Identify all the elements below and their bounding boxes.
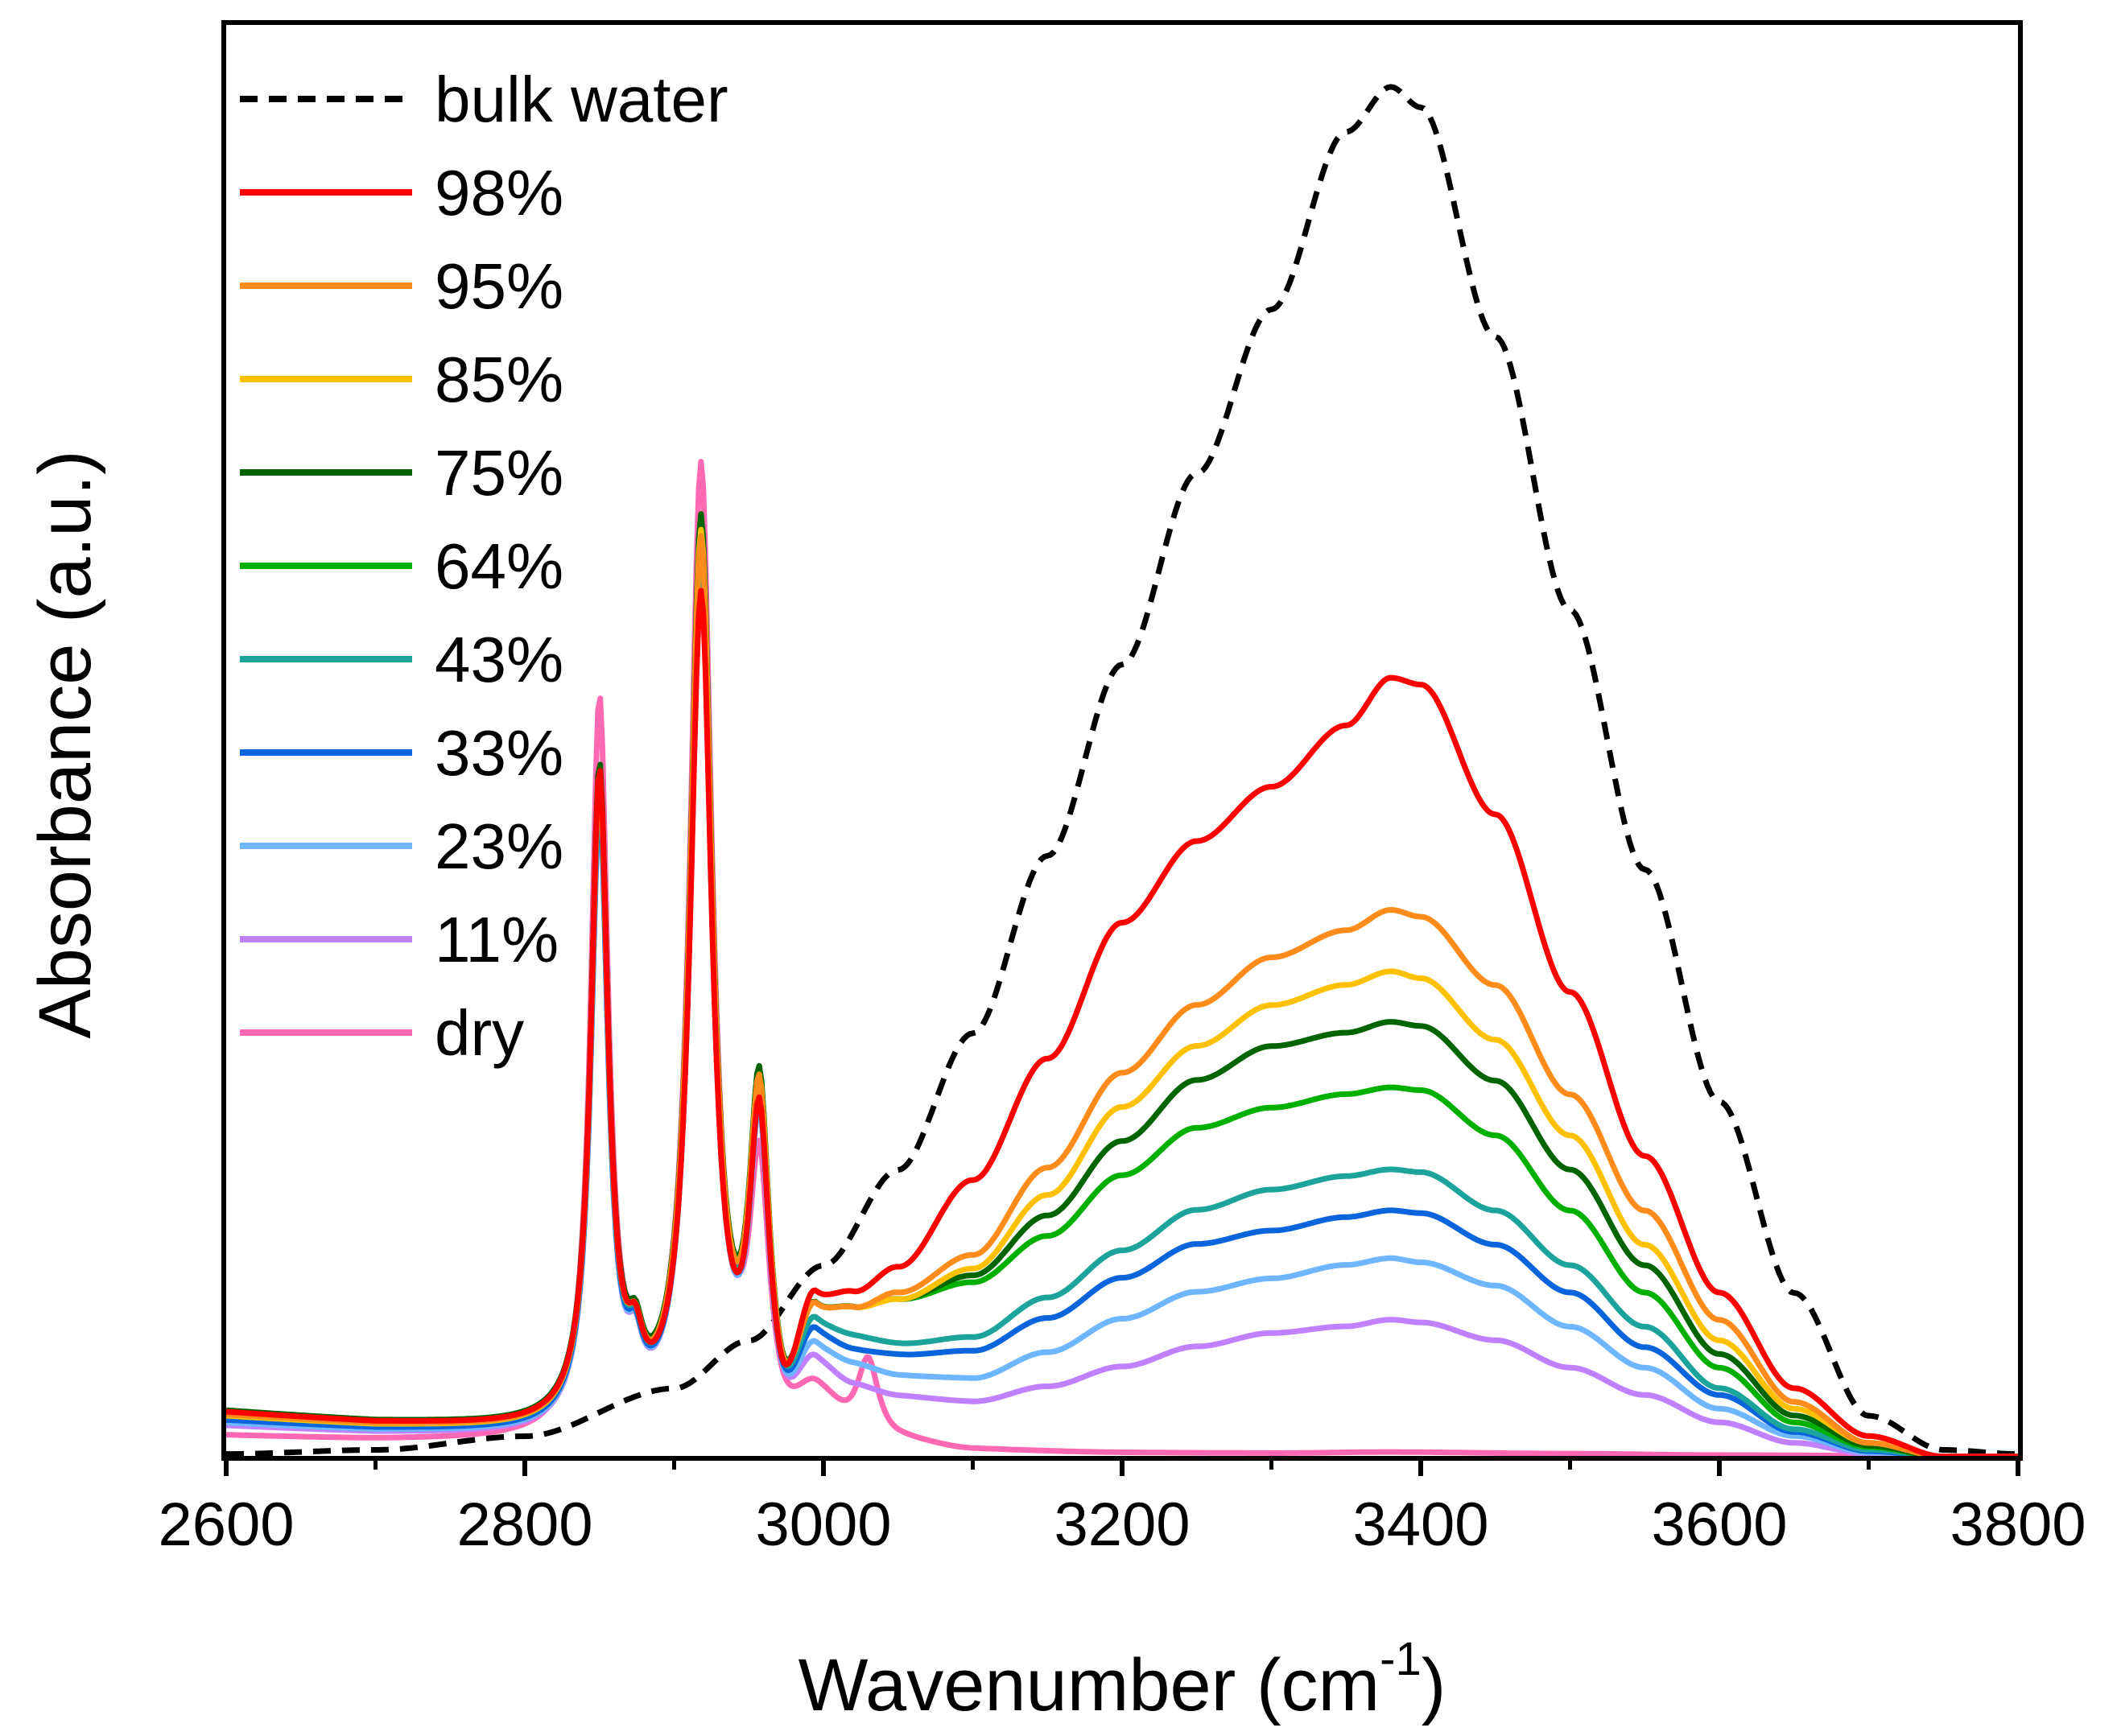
x-axis-ticks: 2600 2800 3000 3200 3400 3600 3800 [158,1458,2086,1559]
legend-item: 43% [240,624,563,695]
x-tick-label: 3600 [1651,1491,1787,1559]
x-axis-label-end: ) [1422,1644,1446,1726]
legend-label: 64% [435,530,563,602]
legend-label: 43% [435,624,563,695]
bulk-water-curve [226,84,2018,1458]
x-tick-label: 3800 [1950,1491,2086,1559]
x-tick-label: 2600 [158,1491,294,1559]
legend-item: bulk water [240,64,728,135]
x-tick-label: 3200 [1054,1491,1190,1559]
plot-area [225,84,2019,1460]
legend-label: 85% [435,344,563,415]
legend-item: 64% [240,530,563,602]
legend-label: dry [435,997,524,1069]
x-axis-label-superscript: -1 [1380,1633,1422,1685]
legend-label: bulk water [435,64,728,135]
legend-label: 98% [435,157,563,229]
x-tick-label: 3000 [755,1491,891,1559]
x-tick-label: 2800 [456,1491,592,1559]
legend-item: 23% [240,810,563,882]
x-axis-label: Wavenumber (cm-1) [799,1633,1446,1726]
legend-label: 23% [435,810,563,882]
legend-item: 98% [240,157,563,229]
x-axis-label-main: Wavenumber (cm [799,1644,1380,1726]
legend-item: 85% [240,344,563,415]
legend-label: 95% [435,250,563,322]
legend-label: 11% [435,904,559,975]
legend-label: 33% [435,717,563,789]
series-curve-98pct [225,588,2019,1460]
legend-item: dry [240,997,524,1069]
legend-item: 75% [240,437,563,509]
legend-label: 75% [435,437,563,509]
legend-item: 11% [240,904,559,975]
y-axis-label: Absorbance (a.u.) [24,450,106,1038]
legend-item: 95% [240,250,563,322]
legend-item: 33% [240,717,563,789]
x-tick-label: 3400 [1352,1491,1488,1559]
legend: bulk water 98% 95% 85% 75% 64% 43% 33% 23% 11% dry [240,64,728,1069]
